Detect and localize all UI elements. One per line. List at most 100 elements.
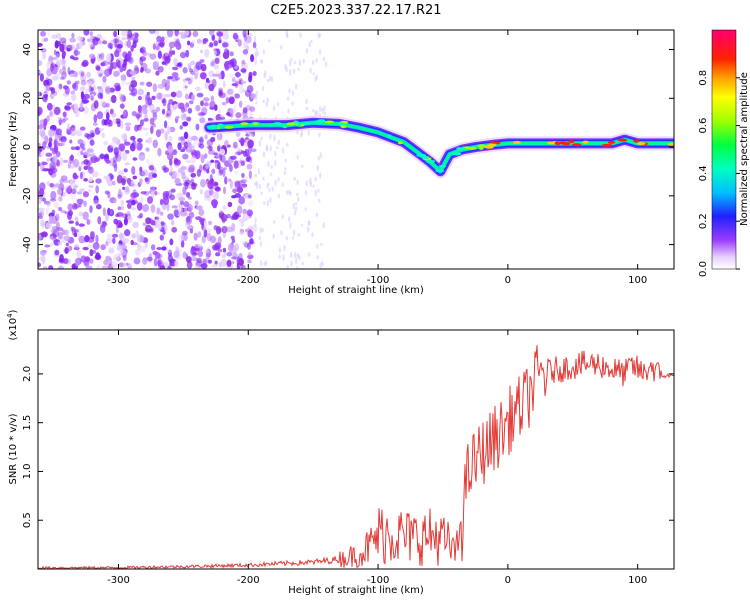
noise-speck [69, 139, 73, 144]
noise-speck [145, 228, 153, 232]
snr-frame [37, 329, 675, 570]
noise-speck [146, 196, 154, 204]
noise-speck [105, 175, 111, 184]
noise-speck [144, 177, 149, 182]
noise-speck [92, 90, 97, 96]
noise-speck [258, 139, 262, 147]
noise-speck [289, 68, 292, 76]
noise-speck [247, 251, 252, 257]
noise-speck [51, 56, 58, 61]
noise-speck [59, 37, 67, 44]
noise-speck [69, 154, 74, 161]
noise-speck [152, 43, 157, 50]
noise-speck [48, 215, 53, 225]
colorbar-tick-label: 0.8 [698, 70, 709, 86]
noise-speck [186, 203, 193, 212]
noise-speck [246, 32, 252, 37]
noise-speck [78, 223, 85, 227]
noise-speck [111, 112, 117, 118]
noise-speck [66, 102, 72, 106]
noise-speck [161, 246, 167, 251]
noise-speck [265, 144, 269, 152]
noise-speck [198, 244, 203, 249]
noise-speck [215, 252, 221, 257]
noise-speck [56, 227, 64, 232]
noise-speck [234, 243, 240, 252]
noise-speck [150, 244, 156, 251]
noise-speck [96, 34, 102, 39]
noise-speck [295, 257, 298, 265]
noise-speck [79, 143, 85, 149]
noise-speck [156, 92, 162, 100]
noise-speck [123, 58, 128, 63]
noise-speck [154, 216, 160, 220]
noise-speck [119, 66, 124, 73]
noise-speck [39, 255, 45, 262]
noise-speck [116, 243, 123, 249]
noise-speck [315, 58, 318, 63]
noise-speck [145, 147, 150, 152]
ridge-hotspot [282, 125, 288, 129]
noise-speck [117, 121, 121, 128]
noise-speck [216, 132, 223, 141]
noise-speck [149, 186, 157, 191]
noise-speck [73, 232, 78, 238]
noise-speck [199, 112, 206, 116]
noise-speck [211, 199, 218, 207]
noise-speck [301, 164, 304, 168]
noise-speck [205, 248, 212, 258]
y-tick-label: 40 [22, 43, 33, 56]
noise-speck [76, 198, 84, 205]
noise-speck [232, 141, 238, 149]
noise-speck [262, 151, 266, 157]
noise-speck [79, 40, 83, 49]
noise-speck [252, 70, 257, 76]
noise-speck [58, 196, 63, 202]
noise-speck [217, 145, 221, 152]
noise-speck [58, 83, 63, 90]
noise-speck [169, 238, 174, 246]
noise-speck [240, 161, 246, 167]
noise-speck [243, 33, 247, 42]
noise-speck [179, 125, 183, 130]
noise-speck [289, 191, 292, 196]
noise-speck [73, 174, 79, 180]
noise-speck [108, 209, 115, 217]
noise-speck [257, 168, 261, 175]
noise-speck [270, 76, 274, 83]
noise-speck [192, 70, 199, 76]
noise-speck [157, 50, 162, 60]
noise-speck [151, 95, 156, 101]
noise-speck [157, 261, 165, 269]
noise-speck [272, 219, 276, 224]
noise-speck [218, 36, 222, 43]
noise-speck [50, 228, 58, 234]
noise-speck [174, 260, 179, 268]
noise-speck [93, 100, 99, 109]
noise-speck [317, 156, 320, 161]
noise-speck [111, 233, 119, 238]
snr-y-multiplier-suffix: ) [8, 309, 19, 313]
noise-speck [171, 71, 179, 79]
noise-speck [208, 145, 213, 152]
noise-speck [195, 123, 200, 131]
noise-speck [294, 202, 298, 206]
noise-speck [89, 129, 95, 139]
noise-speck [95, 185, 100, 194]
noise-speck [149, 117, 155, 126]
noise-speck [140, 69, 144, 73]
noise-speck [184, 85, 188, 89]
figure-title: C2E5.2023.337.22.17.R21 [270, 3, 441, 18]
noise-speck [277, 139, 280, 145]
noise-speck [269, 196, 272, 204]
noise-speck [92, 122, 98, 127]
noise-speck [322, 56, 326, 61]
noise-speck [175, 90, 183, 98]
y-tick-label: 1.0 [22, 463, 33, 479]
noise-speck [316, 243, 319, 249]
noise-speck [167, 249, 172, 257]
noise-speck [238, 83, 244, 89]
noise-speck [213, 152, 218, 156]
noise-speck [69, 73, 75, 78]
noise-speck [164, 35, 169, 43]
